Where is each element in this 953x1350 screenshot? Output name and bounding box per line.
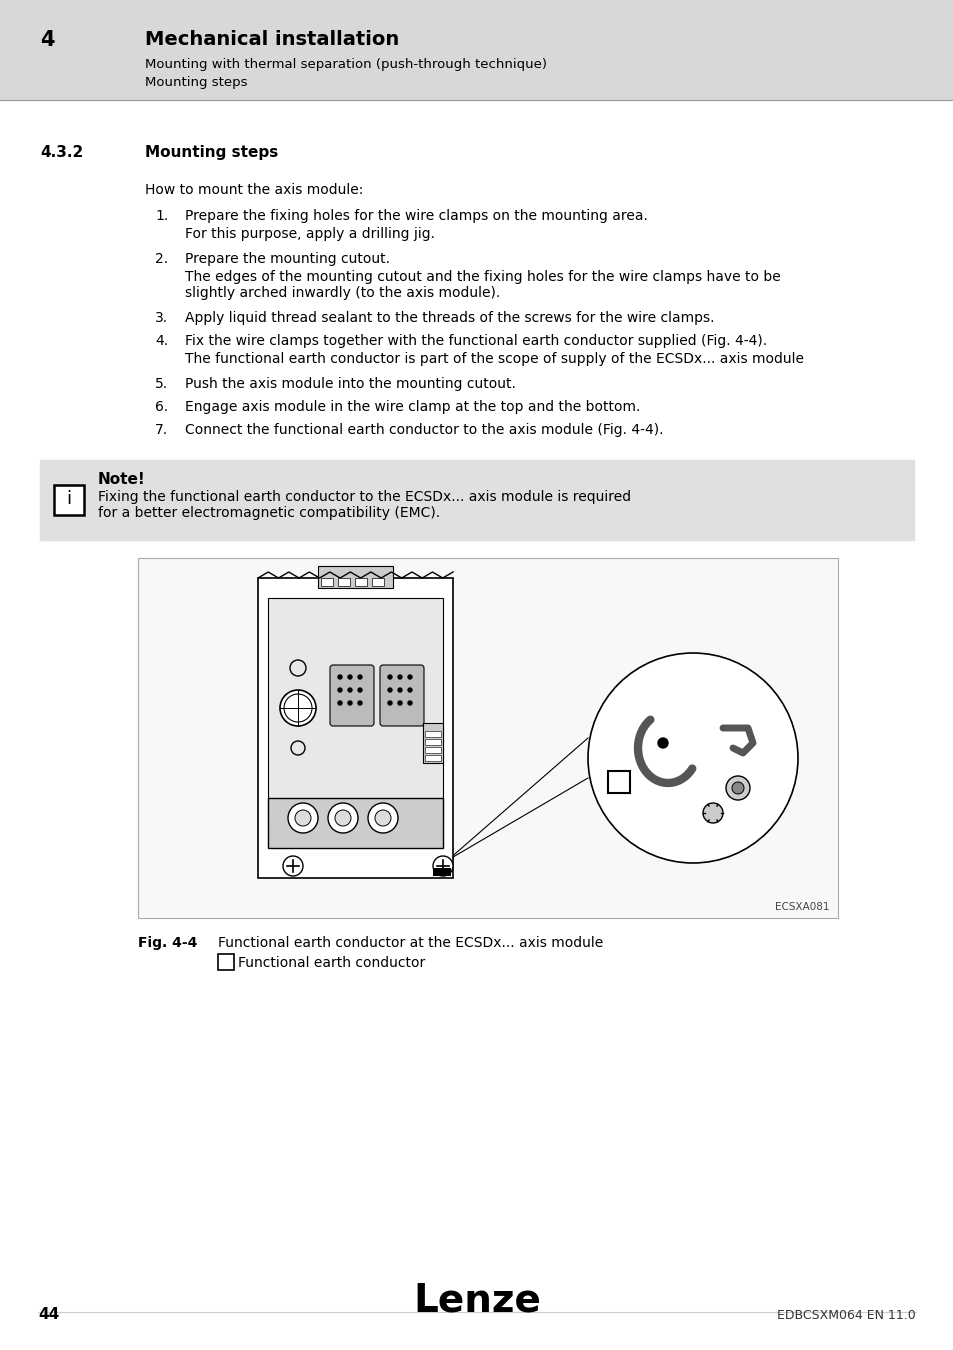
Circle shape: [388, 675, 392, 679]
Text: Fig. 4-4: Fig. 4-4: [138, 936, 197, 950]
Text: 6.: 6.: [154, 400, 168, 414]
Bar: [268, 798, 442, 848]
Text: Fixing the functional earth conductor to the ECSDx... axis module is required: Fixing the functional earth conductor to…: [98, 490, 631, 504]
Circle shape: [388, 701, 392, 705]
Text: How to mount the axis module:: How to mount the axis module:: [145, 184, 363, 197]
Text: 4.: 4.: [154, 333, 168, 348]
Circle shape: [337, 675, 341, 679]
Circle shape: [335, 810, 351, 826]
Text: Mounting steps: Mounting steps: [145, 144, 278, 161]
Text: Connect the functional earth conductor to the axis module (Fig. 4-4).: Connect the functional earth conductor t…: [185, 423, 662, 437]
Circle shape: [294, 810, 311, 826]
Text: for a better electromagnetic compatibility (EMC).: for a better electromagnetic compatibili…: [98, 506, 439, 520]
Circle shape: [328, 803, 357, 833]
Circle shape: [702, 803, 722, 824]
Bar: [424, 747, 440, 753]
Circle shape: [408, 675, 412, 679]
Circle shape: [388, 688, 392, 693]
Text: Note!: Note!: [98, 472, 146, 487]
Text: The edges of the mounting cutout and the fixing holes for the wire clamps have t: The edges of the mounting cutout and the…: [185, 270, 780, 284]
Text: Mounting with thermal separation (push-through technique): Mounting with thermal separation (push-t…: [145, 58, 546, 72]
Bar: [607, 771, 629, 792]
Text: EDBCSXM064 EN 11.0: EDBCSXM064 EN 11.0: [777, 1310, 915, 1322]
Circle shape: [658, 738, 667, 748]
Text: Mounting steps: Mounting steps: [145, 76, 247, 89]
Text: Functional earth conductor at the ECSDx... axis module: Functional earth conductor at the ECSDx.…: [218, 936, 602, 950]
Text: A: A: [613, 775, 623, 788]
Bar: [355, 578, 367, 586]
Circle shape: [397, 675, 401, 679]
Bar: [424, 738, 440, 745]
Bar: [0, 0, 953, 100]
Text: Functional earth conductor: Functional earth conductor: [237, 956, 425, 971]
Bar: [433, 868, 451, 876]
Circle shape: [587, 653, 797, 863]
Text: 4.3.2: 4.3.2: [40, 144, 83, 161]
Bar: [40, 460, 913, 540]
Text: For this purpose, apply a drilling jig.: For this purpose, apply a drilling jig.: [185, 227, 435, 242]
Text: 5.: 5.: [154, 377, 168, 392]
Bar: [372, 578, 384, 586]
Bar: [424, 755, 440, 761]
Circle shape: [283, 856, 303, 876]
Text: Prepare the mounting cutout.: Prepare the mounting cutout.: [185, 252, 390, 266]
FancyBboxPatch shape: [379, 666, 423, 726]
Circle shape: [357, 701, 361, 705]
Circle shape: [357, 675, 361, 679]
Circle shape: [348, 701, 352, 705]
Text: 1.: 1.: [154, 209, 168, 223]
FancyBboxPatch shape: [330, 666, 374, 726]
Bar: [54, 485, 84, 514]
Bar: [268, 598, 442, 818]
Circle shape: [288, 803, 317, 833]
Text: Mechanical installation: Mechanical installation: [145, 30, 399, 49]
Circle shape: [397, 701, 401, 705]
Circle shape: [408, 688, 412, 693]
Text: 4: 4: [40, 30, 54, 50]
Text: Prepare the fixing holes for the wire clamps on the mounting area.: Prepare the fixing holes for the wire cl…: [185, 209, 647, 223]
Text: 44: 44: [38, 1307, 59, 1322]
Text: The functional earth conductor is part of the scope of supply of the ECSDx... ax: The functional earth conductor is part o…: [185, 352, 803, 366]
Bar: [424, 730, 440, 737]
Bar: [138, 558, 837, 918]
Text: Push the axis module into the mounting cutout.: Push the axis module into the mounting c…: [185, 377, 516, 392]
Circle shape: [725, 776, 749, 801]
Text: Engage axis module in the wire clamp at the top and the bottom.: Engage axis module in the wire clamp at …: [185, 400, 639, 414]
Circle shape: [375, 810, 391, 826]
Bar: [422, 724, 442, 763]
Circle shape: [731, 782, 743, 794]
Text: Fix the wire clamps together with the functional earth conductor supplied (Fig. : Fix the wire clamps together with the fu…: [185, 333, 766, 348]
Circle shape: [337, 688, 341, 693]
Bar: [218, 954, 233, 971]
Text: 7.: 7.: [154, 423, 168, 437]
Circle shape: [357, 688, 361, 693]
Bar: [257, 578, 453, 878]
Circle shape: [337, 701, 341, 705]
Text: Lenze: Lenze: [413, 1282, 540, 1320]
Bar: [337, 578, 350, 586]
Text: ECSXA081: ECSXA081: [775, 902, 829, 913]
Text: Apply liquid thread sealant to the threads of the screws for the wire clamps.: Apply liquid thread sealant to the threa…: [185, 310, 714, 325]
Text: 2.: 2.: [154, 252, 168, 266]
Text: slightly arched inwardly (to the axis module).: slightly arched inwardly (to the axis mo…: [185, 286, 499, 300]
Text: 3.: 3.: [154, 310, 168, 325]
Circle shape: [408, 701, 412, 705]
Circle shape: [433, 856, 453, 876]
Text: i: i: [67, 490, 71, 508]
Circle shape: [348, 675, 352, 679]
Circle shape: [397, 688, 401, 693]
Circle shape: [368, 803, 397, 833]
Bar: [320, 578, 333, 586]
Text: A: A: [221, 957, 230, 967]
Bar: [317, 566, 393, 589]
Circle shape: [280, 690, 315, 726]
Circle shape: [348, 688, 352, 693]
